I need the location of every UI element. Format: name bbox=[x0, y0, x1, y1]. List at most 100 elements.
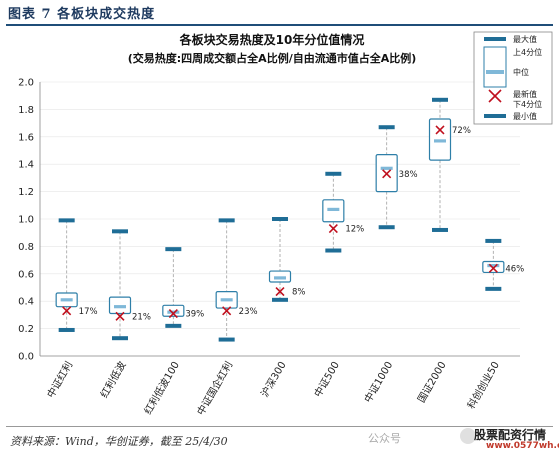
y-tick-label: 1.2 bbox=[18, 187, 34, 198]
legend-median-swatch bbox=[486, 70, 504, 74]
median-bar bbox=[434, 139, 446, 143]
y-tick-label: 1.6 bbox=[18, 132, 34, 143]
legend-min-label: 最小值 bbox=[513, 111, 537, 121]
percentile-label: 8% bbox=[292, 288, 306, 298]
watermark-logo-icon bbox=[460, 428, 476, 444]
latest-marker-b bbox=[222, 306, 232, 316]
box-8: 46% bbox=[482, 238, 524, 291]
x-tick-label: 沪深300 bbox=[258, 359, 289, 399]
box-5: 12% bbox=[322, 171, 364, 253]
box-6: 38% bbox=[375, 125, 418, 230]
max-cap bbox=[165, 247, 182, 252]
y-tick-label: 0.2 bbox=[18, 324, 34, 335]
min-cap bbox=[325, 248, 342, 253]
percentile-label: 17% bbox=[79, 307, 98, 317]
median-bar bbox=[327, 207, 340, 212]
percentile-label: 21% bbox=[132, 312, 151, 322]
box-4: 8% bbox=[268, 217, 306, 302]
median-bar bbox=[114, 305, 126, 309]
latest-marker-b bbox=[275, 287, 285, 297]
max-cap bbox=[218, 218, 235, 223]
min-cap bbox=[218, 337, 235, 342]
min-cap bbox=[378, 225, 395, 230]
header-divider bbox=[6, 24, 553, 26]
median-bar bbox=[167, 310, 180, 314]
box-0: 17% bbox=[55, 218, 98, 332]
y-tick-label: 1.8 bbox=[18, 105, 34, 116]
min-cap bbox=[165, 323, 182, 328]
legend-min-swatch bbox=[484, 114, 506, 118]
legend-median-label: 中位 bbox=[513, 67, 529, 77]
box-series: 17% 21% 39% 23% 8% 12% 38% 72% 46% bbox=[55, 97, 524, 342]
figure-title: 图表 7 各板块成交热度 bbox=[8, 7, 156, 22]
y-tick-labels: 0.0 0.2 0.4 0.6 0.8 1.0 1.2 1.4 1.6 1.8 2.0 bbox=[18, 78, 34, 363]
percentile-label: 46% bbox=[505, 264, 524, 274]
x-tick-label: 中证500 bbox=[311, 359, 342, 399]
y-tick-label: 2.0 bbox=[18, 78, 34, 89]
x-tick-label: 中证1000 bbox=[361, 359, 395, 405]
watermark-text: 公众号 bbox=[368, 432, 401, 445]
legend: 最大值 上4分位 中位 最新值 下4分位 最小值 bbox=[473, 31, 553, 125]
legend-max-label: 最大值 bbox=[513, 34, 537, 44]
max-cap bbox=[58, 218, 75, 223]
y-tick-label: 0.4 bbox=[18, 297, 34, 308]
y-tick-label: 0.8 bbox=[18, 242, 34, 253]
latest-marker-b bbox=[168, 308, 178, 319]
median-bar bbox=[487, 263, 500, 268]
max-cap bbox=[325, 171, 342, 176]
latest-marker-b bbox=[382, 169, 392, 179]
legend-latest-marker bbox=[488, 89, 502, 103]
median-bar bbox=[380, 166, 393, 170]
min-cap bbox=[58, 327, 75, 332]
x-tick-label: 中证国企红利 bbox=[194, 359, 235, 417]
max-cap bbox=[432, 97, 448, 102]
percentile-label: 23% bbox=[239, 307, 258, 317]
legend-q1-label: 下4分位 bbox=[513, 99, 542, 109]
watermark-brand: 股票配资行情 bbox=[474, 428, 547, 442]
percentile-label: 38% bbox=[399, 170, 418, 180]
latest-marker-b bbox=[435, 125, 445, 135]
legend-latest-label: 最新值 bbox=[513, 89, 537, 99]
min-cap bbox=[112, 336, 128, 341]
figure-header: 图表 7 各板块成交热度 bbox=[0, 0, 559, 26]
latest-marker-b bbox=[62, 306, 72, 316]
box-1: 21% bbox=[108, 229, 151, 341]
percentile-label: 39% bbox=[185, 310, 204, 320]
legend-max-swatch bbox=[484, 37, 506, 41]
x-tick-label: 国证2000 bbox=[415, 360, 448, 405]
median-bar bbox=[60, 298, 73, 302]
y-tick-label: 1.0 bbox=[18, 215, 34, 226]
min-cap bbox=[432, 227, 448, 232]
latest-marker-b bbox=[115, 311, 125, 321]
figure-footer: 资料来源：Wind，华创证券，截至 25/4/30 公众号 股票配资行情 www… bbox=[0, 424, 559, 454]
min-cap bbox=[485, 286, 502, 291]
percentile-label: 12% bbox=[345, 225, 364, 235]
legend-box-swatch bbox=[483, 46, 507, 88]
chart-title: 各板块交易热度及10年分位值情况 bbox=[179, 32, 365, 47]
x-tick-label: 红利低波 bbox=[97, 359, 128, 400]
legend-q3-label: 上4分位 bbox=[513, 47, 542, 57]
max-cap bbox=[272, 217, 288, 221]
y-tick-label: 1.4 bbox=[18, 160, 34, 171]
median-bar bbox=[274, 276, 286, 280]
x-tick-label: 中证红利 bbox=[44, 359, 75, 400]
box-3: 23% bbox=[215, 218, 258, 342]
footer-divider bbox=[6, 426, 553, 427]
x-tick-label: 科创创业50 bbox=[464, 359, 502, 411]
box-plot-chart: 各板块交易热度及10年分位值情况 (交易热度:四周成交额占全A比例/自由流通市值… bbox=[18, 31, 553, 417]
max-cap bbox=[485, 238, 502, 243]
y-tick-label: 0.6 bbox=[18, 269, 34, 280]
box-7: 72% bbox=[428, 97, 471, 232]
chart-subtitle: (交易热度:四周成交额占全A比例/自由流通市值占全A比例) bbox=[128, 51, 417, 65]
latest-marker-b bbox=[488, 263, 498, 273]
x-tick-label: 红利低波100 bbox=[141, 359, 182, 417]
max-cap bbox=[378, 125, 395, 130]
min-cap bbox=[272, 297, 288, 302]
y-tick-label: 0.0 bbox=[18, 352, 34, 363]
max-cap bbox=[112, 229, 128, 234]
median-bar bbox=[220, 298, 233, 302]
watermark-url: www.0577wh.com bbox=[486, 441, 559, 451]
percentile-label: 72% bbox=[452, 126, 471, 136]
source-note: 资料来源：Wind，华创证券，截至 25/4/30 bbox=[10, 435, 228, 448]
x-tick-labels: 中证红利 红利低波 红利低波100 中证国企红利 沪深300 中证500 中证1000 国证2… bbox=[44, 359, 502, 417]
